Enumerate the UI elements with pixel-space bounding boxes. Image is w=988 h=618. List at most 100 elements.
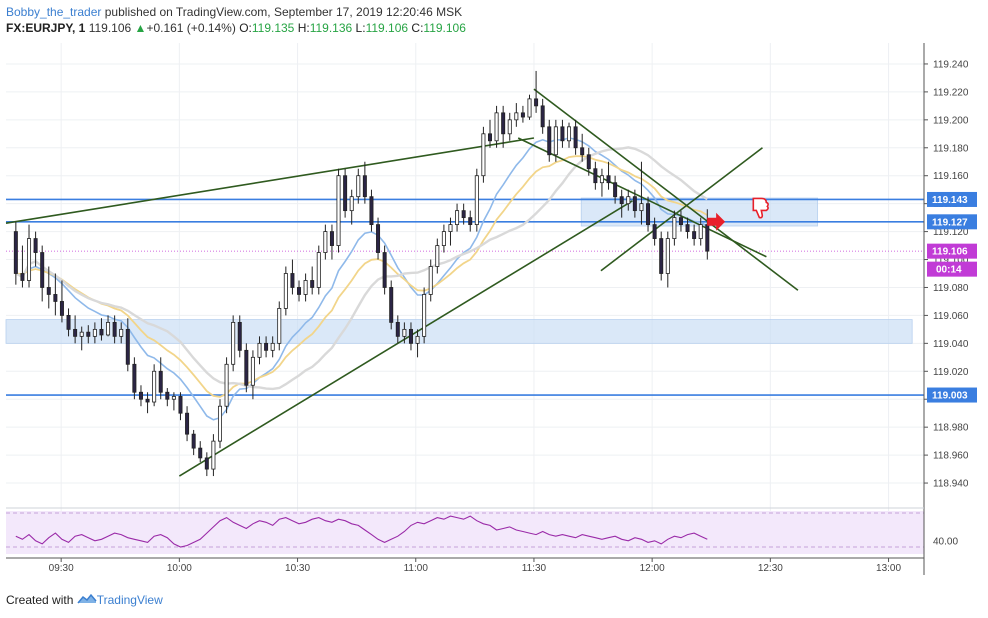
candle — [586, 147, 591, 176]
candle — [474, 168, 479, 232]
candle — [20, 245, 25, 288]
candle — [678, 210, 683, 232]
trendlines — [5, 88, 799, 477]
candle — [92, 322, 97, 344]
candle-body — [501, 112, 506, 135]
candle — [639, 161, 644, 225]
candle-body — [652, 224, 657, 239]
x-tick-label: 09:30 — [49, 563, 74, 574]
candle — [514, 103, 519, 127]
candle-body — [303, 280, 308, 295]
author-name[interactable]: Bobby_the_trader — [6, 5, 102, 19]
candle — [316, 245, 321, 295]
candle-body — [632, 196, 637, 212]
candle-body — [290, 273, 295, 288]
candle — [382, 245, 387, 295]
candle-body — [73, 328, 78, 337]
y-tick-label: 119.100 — [933, 255, 969, 266]
candle-body — [362, 175, 367, 198]
high-value: 119.136 — [309, 21, 353, 35]
publish-line: Bobby_the_trader published on TradingVie… — [6, 4, 906, 20]
candle — [165, 388, 170, 407]
candle-body — [402, 328, 407, 337]
countdown-label: 00:14 — [936, 265, 962, 276]
candle-body — [685, 224, 690, 232]
price-chart[interactable]: 119.240 119.220 119.200 119.180 119.160 119.1… — [0, 40, 988, 590]
candle-body — [66, 315, 71, 330]
candle — [481, 126, 486, 183]
candle — [158, 357, 163, 400]
candle-body — [204, 457, 209, 470]
candle — [599, 168, 604, 197]
candle-body — [698, 224, 703, 239]
candle-body — [171, 396, 176, 400]
candle — [290, 259, 295, 295]
candle — [428, 259, 433, 302]
candle-body — [198, 447, 203, 459]
candle — [59, 280, 64, 323]
y-tick-label: 119.020 — [933, 367, 969, 378]
candle-body — [606, 175, 611, 184]
candle-body — [441, 231, 446, 246]
x-tick-label: 11:00 — [404, 563, 429, 574]
price-tags: 119.143 119.127 119.106 119.003 00:14 — [927, 191, 977, 403]
candle — [395, 315, 400, 344]
candle — [646, 196, 651, 232]
price-tag-box — [927, 387, 977, 403]
candle — [455, 203, 460, 232]
candle-body — [264, 342, 269, 351]
candle-body — [672, 217, 677, 239]
candle — [112, 315, 117, 344]
candle — [547, 119, 552, 162]
candle — [270, 336, 275, 358]
candle-body — [481, 133, 486, 177]
up-arrow-icon: ▲ — [134, 21, 147, 35]
plot-area — [6, 43, 924, 575]
candle — [264, 336, 269, 358]
ma-medium-line — [15, 155, 708, 398]
candle — [652, 217, 657, 246]
candle — [145, 392, 150, 414]
candle-body — [316, 252, 321, 288]
candle-body — [125, 328, 130, 365]
price-tag-label: 119.143 — [932, 195, 968, 206]
price-tag-label: 119.106 — [932, 247, 968, 258]
candle-body — [79, 331, 84, 337]
candle — [534, 70, 539, 113]
candle-body — [527, 98, 532, 118]
candle-body — [178, 396, 183, 414]
candle-body — [389, 287, 394, 323]
candle-body — [422, 294, 427, 337]
candle — [619, 189, 624, 218]
annotations — [707, 197, 769, 231]
candle-body — [185, 412, 190, 435]
candle — [257, 336, 262, 365]
candle — [237, 315, 242, 358]
candle — [171, 392, 176, 411]
candle-body — [567, 126, 572, 142]
candle — [336, 168, 341, 253]
tradingview-brand[interactable]: TradingView — [96, 593, 163, 607]
rsi-line — [15, 515, 708, 548]
candle — [540, 98, 545, 134]
candle-body — [382, 252, 387, 288]
candle-body — [415, 335, 420, 344]
y-tick-label: 118.960 — [933, 451, 969, 462]
candle — [626, 189, 631, 211]
candle — [152, 364, 157, 407]
candle — [468, 210, 473, 232]
candle-body — [165, 391, 170, 400]
candle-body — [13, 231, 18, 274]
candle-body — [395, 321, 400, 337]
candle-body — [580, 147, 585, 156]
candle — [27, 224, 32, 288]
candle — [685, 217, 690, 239]
candle-body — [540, 105, 545, 128]
candle — [217, 399, 222, 449]
candle-body — [705, 224, 710, 252]
y-tick-label: 119.060 — [933, 311, 969, 322]
price-tag-label: 119.003 — [932, 391, 968, 402]
candle — [125, 318, 130, 372]
candle — [191, 429, 196, 456]
candle-body — [138, 391, 143, 400]
